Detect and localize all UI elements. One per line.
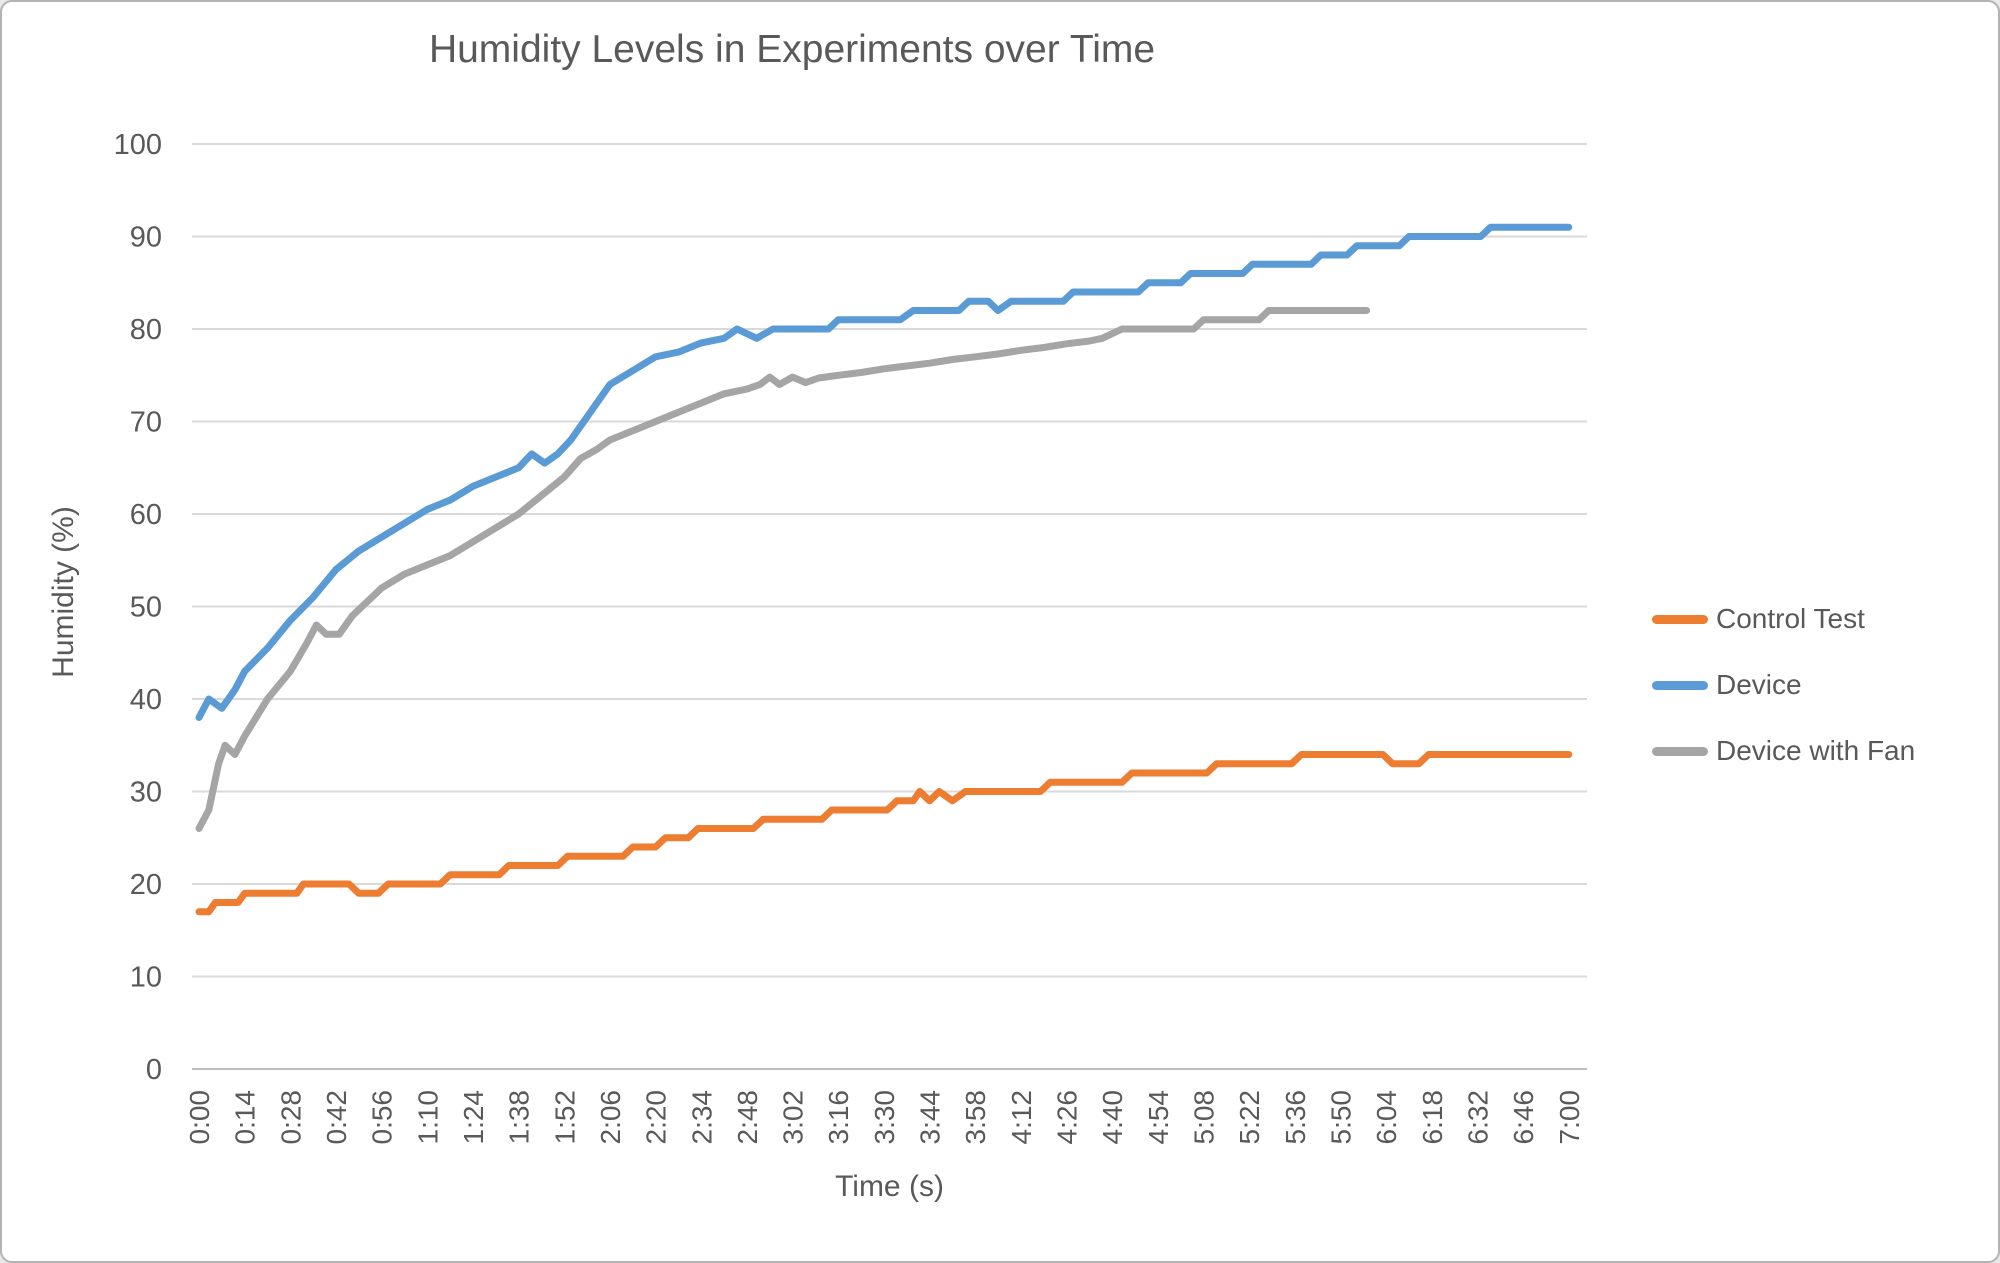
x-tick-label: 2:48 (732, 1090, 763, 1145)
x-tick-label: 3:30 (869, 1090, 900, 1145)
y-tick-label: 20 (130, 869, 162, 901)
y-tick-label: 100 (114, 129, 162, 161)
y-tick-label: 50 (130, 592, 162, 624)
series-line-device-with-fan[interactable] (195, 307, 1371, 832)
legend-item-control-test[interactable]: Control Test (1652, 603, 1915, 635)
x-tick-label: 1:38 (504, 1090, 535, 1145)
x-tick-label: 2:34 (686, 1090, 717, 1145)
chart-legend: Control Test Device Device with Fan (1652, 603, 1915, 801)
y-tick-label: 70 (130, 407, 162, 439)
x-tick-label: 5:22 (1234, 1090, 1265, 1145)
chart-title: Humidity Levels in Experiments over Time (428, 28, 1156, 71)
x-tick-label: 7:00 (1554, 1090, 1585, 1145)
legend-label-device: Device (1716, 669, 1802, 700)
y-tick-label: 40 (130, 684, 162, 716)
x-tick-label: 5:36 (1280, 1090, 1311, 1145)
y-tick-label: 30 (130, 777, 162, 809)
x-tick-label: 0:42 (321, 1090, 352, 1145)
x-tick-label: 6:32 (1462, 1090, 1493, 1145)
legend-label-device-with-fan: Device with Fan (1716, 735, 1916, 766)
y-tick-label: 60 (130, 499, 162, 531)
x-axis-title: Time (s) (835, 1170, 944, 1203)
x-tick-label: 0:00 (184, 1090, 215, 1145)
y-tick-label: 80 (130, 314, 162, 346)
x-tick-label: 5:08 (1189, 1090, 1220, 1145)
x-tick-label: 3:44 (915, 1090, 946, 1145)
x-tick-label: 2:20 (641, 1090, 672, 1145)
x-tick-label: 4:54 (1143, 1090, 1174, 1145)
y-tick-label: 10 (130, 962, 162, 994)
x-tick-label: 1:10 (412, 1090, 443, 1145)
series-line-control-test[interactable] (195, 751, 1573, 916)
x-tick-label: 6:18 (1417, 1090, 1448, 1145)
legend-item-device[interactable]: Device (1652, 669, 1915, 701)
x-tick-label: 4:40 (1097, 1090, 1128, 1145)
x-tick-label: 1:24 (458, 1090, 489, 1145)
x-tick-label: 0:56 (367, 1090, 398, 1145)
legend-swatch-control-test (1652, 614, 1708, 624)
x-tick-label: 0:28 (275, 1090, 306, 1145)
series-line-device[interactable] (195, 223, 1573, 721)
x-tick-label: 6:46 (1508, 1090, 1539, 1145)
x-tick-label: 3:02 (778, 1090, 809, 1145)
x-tick-label: 4:12 (1006, 1090, 1037, 1145)
y-tick-label: 90 (130, 222, 162, 254)
x-tick-label: 3:16 (823, 1090, 854, 1145)
y-axis-title: Humidity (%) (47, 506, 80, 678)
x-tick-label: 3:58 (960, 1090, 991, 1145)
legend-swatch-device-with-fan (1652, 746, 1708, 756)
x-tick-label: 2:06 (595, 1090, 626, 1145)
x-tick-label: 0:14 (230, 1090, 261, 1145)
legend-item-device-with-fan[interactable]: Device with Fan (1652, 735, 1915, 767)
legend-label-control-test: Control Test (1716, 603, 1865, 634)
x-tick-label: 4:26 (1052, 1090, 1083, 1145)
x-tick-label: 6:04 (1371, 1090, 1402, 1145)
y-tick-label: 0 (146, 1054, 162, 1086)
x-tick-label: 5:50 (1326, 1090, 1357, 1145)
legend-swatch-device (1652, 680, 1708, 690)
x-tick-label: 1:52 (549, 1090, 580, 1145)
